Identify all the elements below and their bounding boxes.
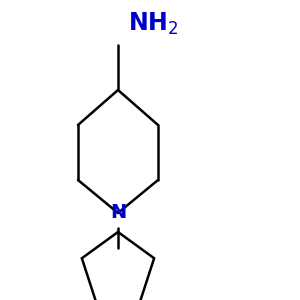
Text: NH$_2$: NH$_2$ [128,11,178,37]
Text: N: N [110,203,126,223]
